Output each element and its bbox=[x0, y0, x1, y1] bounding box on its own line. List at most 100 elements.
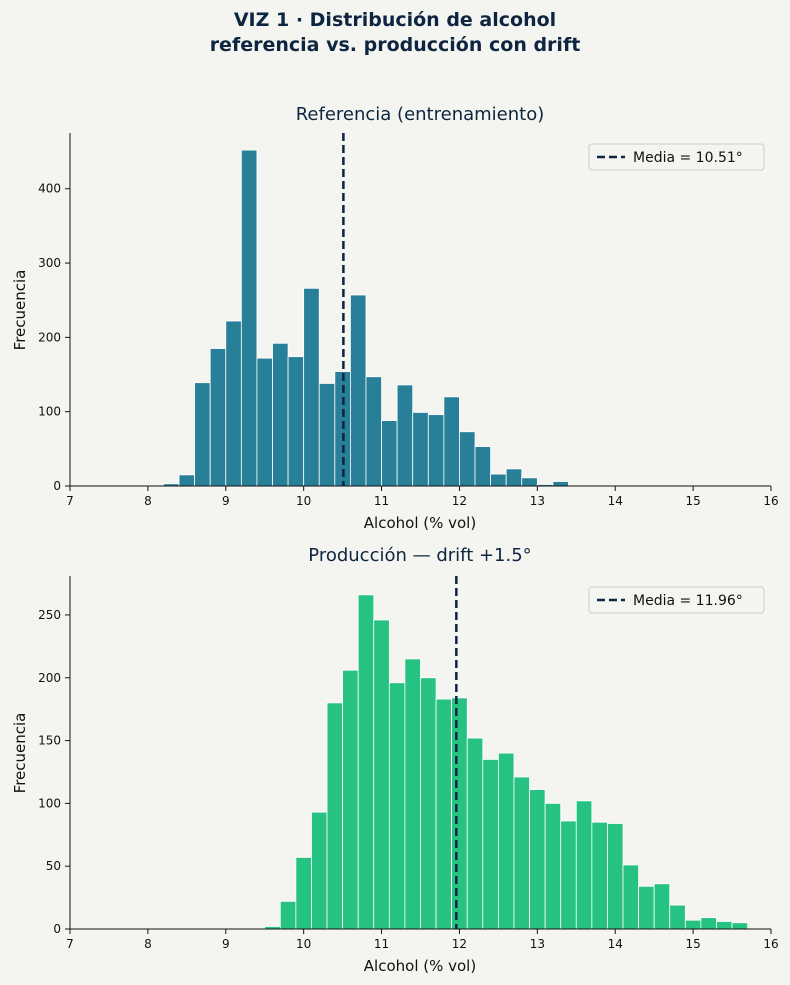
reference-histogram-bar bbox=[381, 420, 398, 487]
production-histogram-bar bbox=[607, 823, 624, 930]
production-histogram-bar bbox=[357, 594, 375, 930]
production-histogram-bar bbox=[295, 856, 312, 930]
reference-y-axis-label: Frecuencia bbox=[11, 270, 29, 351]
production-x-tick-label: 11 bbox=[374, 937, 389, 951]
reference-histogram-bar bbox=[209, 348, 227, 487]
reference-histogram-bar bbox=[349, 294, 367, 487]
reference-histogram-bar bbox=[225, 320, 242, 487]
production-histogram-bar bbox=[311, 811, 328, 930]
reference-histogram-bar bbox=[490, 473, 507, 487]
production-x-tick-label: 12 bbox=[452, 937, 467, 951]
production-histogram-bar bbox=[544, 802, 562, 930]
reference-histogram-bar bbox=[287, 356, 305, 487]
production-histogram-bar bbox=[591, 821, 608, 930]
reference-histogram-bar bbox=[427, 414, 445, 487]
production-x-tick-label: 8 bbox=[144, 937, 152, 951]
production-y-tick-label: 250 bbox=[38, 608, 61, 622]
reference-histogram-panel: Referencia (entrenamiento) Alcohol (% vo… bbox=[11, 104, 779, 532]
reference-histogram-bar bbox=[505, 468, 523, 487]
reference-legend-box bbox=[588, 143, 765, 171]
reference-x-tick-label: 14 bbox=[608, 494, 623, 508]
reference-histogram-bar bbox=[318, 383, 336, 487]
reference-histogram-bar bbox=[256, 357, 273, 487]
production-y-tick-label: 50 bbox=[46, 859, 61, 873]
reference-chart-title: Referencia (entrenamiento) bbox=[296, 104, 545, 125]
production-histogram-bar bbox=[326, 702, 344, 930]
production-histogram-bar bbox=[653, 883, 671, 930]
reference-x-tick-label: 15 bbox=[685, 494, 700, 508]
reference-x-tick-label: 11 bbox=[374, 494, 389, 508]
production-x-axis-label: Alcohol (% vol) bbox=[364, 957, 476, 975]
reference-x-axis-label: Alcohol (% vol) bbox=[364, 514, 476, 532]
reference-histogram-bar bbox=[474, 446, 491, 487]
production-y-tick-label: 200 bbox=[38, 671, 61, 685]
reference-histogram-bar bbox=[443, 396, 460, 487]
production-histogram-bar bbox=[451, 697, 468, 930]
production-histogram-bar bbox=[575, 800, 593, 930]
production-histogram-panel: Producción — drift +1.5° Alcohol (% vol)… bbox=[11, 545, 779, 975]
reference-y-tick-label: 300 bbox=[38, 256, 61, 270]
reference-histogram-bar bbox=[272, 342, 289, 487]
reference-x-tick-label: 7 bbox=[66, 494, 74, 508]
reference-histogram-bar bbox=[552, 481, 569, 487]
production-x-tick-label: 14 bbox=[608, 937, 623, 951]
production-histogram-bar bbox=[420, 677, 437, 930]
production-histogram-bar bbox=[529, 789, 546, 930]
production-histogram-bar bbox=[622, 864, 639, 930]
production-legend-label: Media = 11.96° bbox=[633, 593, 743, 609]
reference-histogram-bar bbox=[303, 287, 320, 487]
reference-histogram-bar bbox=[240, 149, 258, 487]
reference-y-tick-label: 100 bbox=[38, 405, 61, 419]
production-histogram-bar bbox=[497, 752, 515, 930]
reference-x-tick-label: 16 bbox=[763, 494, 778, 508]
reference-histogram-bar bbox=[412, 412, 429, 487]
production-histogram-bar bbox=[638, 885, 655, 930]
reference-histogram-bar bbox=[365, 376, 382, 487]
production-histogram-bar bbox=[279, 900, 297, 930]
reference-x-tick-label: 8 bbox=[144, 494, 152, 508]
production-histogram-bar bbox=[435, 698, 453, 930]
production-histogram-bar bbox=[669, 904, 686, 930]
production-histogram-bar bbox=[700, 917, 717, 930]
production-y-tick-label: 0 bbox=[53, 922, 61, 936]
production-y-tick-label: 100 bbox=[38, 796, 61, 810]
production-histogram-bar bbox=[716, 921, 733, 930]
reference-x-tick-label: 9 bbox=[222, 494, 230, 508]
reference-x-tick-label: 10 bbox=[296, 494, 311, 508]
production-x-tick-label: 9 bbox=[222, 937, 230, 951]
reference-legend: Media = 10.51° bbox=[588, 143, 765, 171]
production-x-tick-label: 10 bbox=[296, 937, 311, 951]
reference-histogram-bar bbox=[459, 431, 476, 487]
production-histogram-bar bbox=[482, 759, 499, 930]
production-histogram-bar bbox=[731, 922, 749, 930]
production-legend-box bbox=[588, 586, 765, 614]
production-x-tick-label: 15 bbox=[685, 937, 700, 951]
reference-histogram-bar bbox=[178, 474, 196, 487]
figure-title-line2: referencia vs. producción con drift bbox=[210, 34, 581, 56]
production-y-tick-label: 150 bbox=[38, 734, 61, 748]
reference-legend-label: Media = 10.51° bbox=[633, 150, 743, 166]
production-legend: Media = 11.96° bbox=[588, 586, 765, 614]
reference-y-tick-label: 0 bbox=[53, 479, 61, 493]
production-x-tick-label: 7 bbox=[66, 937, 74, 951]
production-histogram-bar bbox=[342, 669, 359, 930]
reference-x-tick-label: 12 bbox=[452, 494, 467, 508]
reference-histogram-bar bbox=[396, 384, 414, 487]
production-histogram-bar bbox=[466, 737, 484, 930]
reference-histogram-bar bbox=[194, 382, 211, 487]
production-histogram-bar bbox=[373, 619, 390, 930]
production-x-tick-label: 13 bbox=[530, 937, 545, 951]
production-histogram-bar bbox=[388, 682, 406, 930]
reference-y-tick-label: 200 bbox=[38, 330, 61, 344]
production-y-axis-label: Frecuencia bbox=[11, 713, 29, 794]
production-histogram-bar bbox=[560, 820, 577, 930]
production-x-tick-label: 16 bbox=[763, 937, 778, 951]
production-histogram-bar bbox=[513, 776, 530, 930]
reference-x-tick-label: 13 bbox=[530, 494, 545, 508]
reference-histogram-bar bbox=[521, 477, 538, 487]
reference-y-tick-label: 400 bbox=[38, 182, 61, 196]
production-histogram-bar bbox=[404, 658, 421, 930]
figure-title-line1: VIZ 1 · Distribución de alcohol bbox=[234, 9, 556, 31]
production-chart-title: Producción — drift +1.5° bbox=[308, 545, 531, 566]
